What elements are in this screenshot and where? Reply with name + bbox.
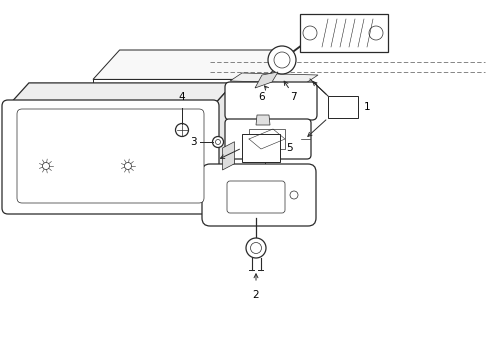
Circle shape (250, 243, 262, 253)
Circle shape (369, 26, 383, 40)
FancyBboxPatch shape (225, 119, 311, 159)
Text: 5: 5 (286, 143, 293, 153)
Polygon shape (255, 72, 278, 88)
Circle shape (175, 123, 189, 136)
Circle shape (216, 140, 220, 144)
Text: 2: 2 (253, 290, 259, 300)
Polygon shape (131, 59, 281, 131)
FancyBboxPatch shape (300, 14, 388, 52)
FancyBboxPatch shape (225, 82, 317, 120)
Polygon shape (93, 80, 265, 165)
Polygon shape (213, 83, 234, 208)
Polygon shape (93, 50, 292, 80)
Circle shape (274, 52, 290, 68)
Circle shape (43, 162, 49, 170)
Polygon shape (103, 89, 255, 156)
Bar (242, 134, 280, 162)
Circle shape (124, 162, 131, 170)
FancyBboxPatch shape (202, 164, 316, 226)
Polygon shape (256, 115, 270, 125)
Polygon shape (222, 142, 235, 170)
Text: 7: 7 (290, 92, 296, 102)
Circle shape (290, 191, 298, 199)
Bar (249, 129, 285, 149)
Polygon shape (230, 73, 318, 83)
Polygon shape (141, 67, 271, 123)
Polygon shape (229, 113, 310, 123)
FancyBboxPatch shape (2, 100, 219, 214)
Circle shape (268, 46, 296, 74)
Text: 3: 3 (191, 137, 197, 147)
Bar (328, 96, 358, 118)
FancyBboxPatch shape (17, 109, 204, 203)
Text: 4: 4 (179, 92, 185, 102)
Text: 6: 6 (259, 92, 265, 102)
FancyBboxPatch shape (227, 181, 285, 213)
Circle shape (246, 238, 266, 258)
Circle shape (213, 136, 223, 148)
Polygon shape (8, 83, 234, 106)
Text: 1: 1 (364, 102, 370, 112)
Circle shape (303, 26, 317, 40)
